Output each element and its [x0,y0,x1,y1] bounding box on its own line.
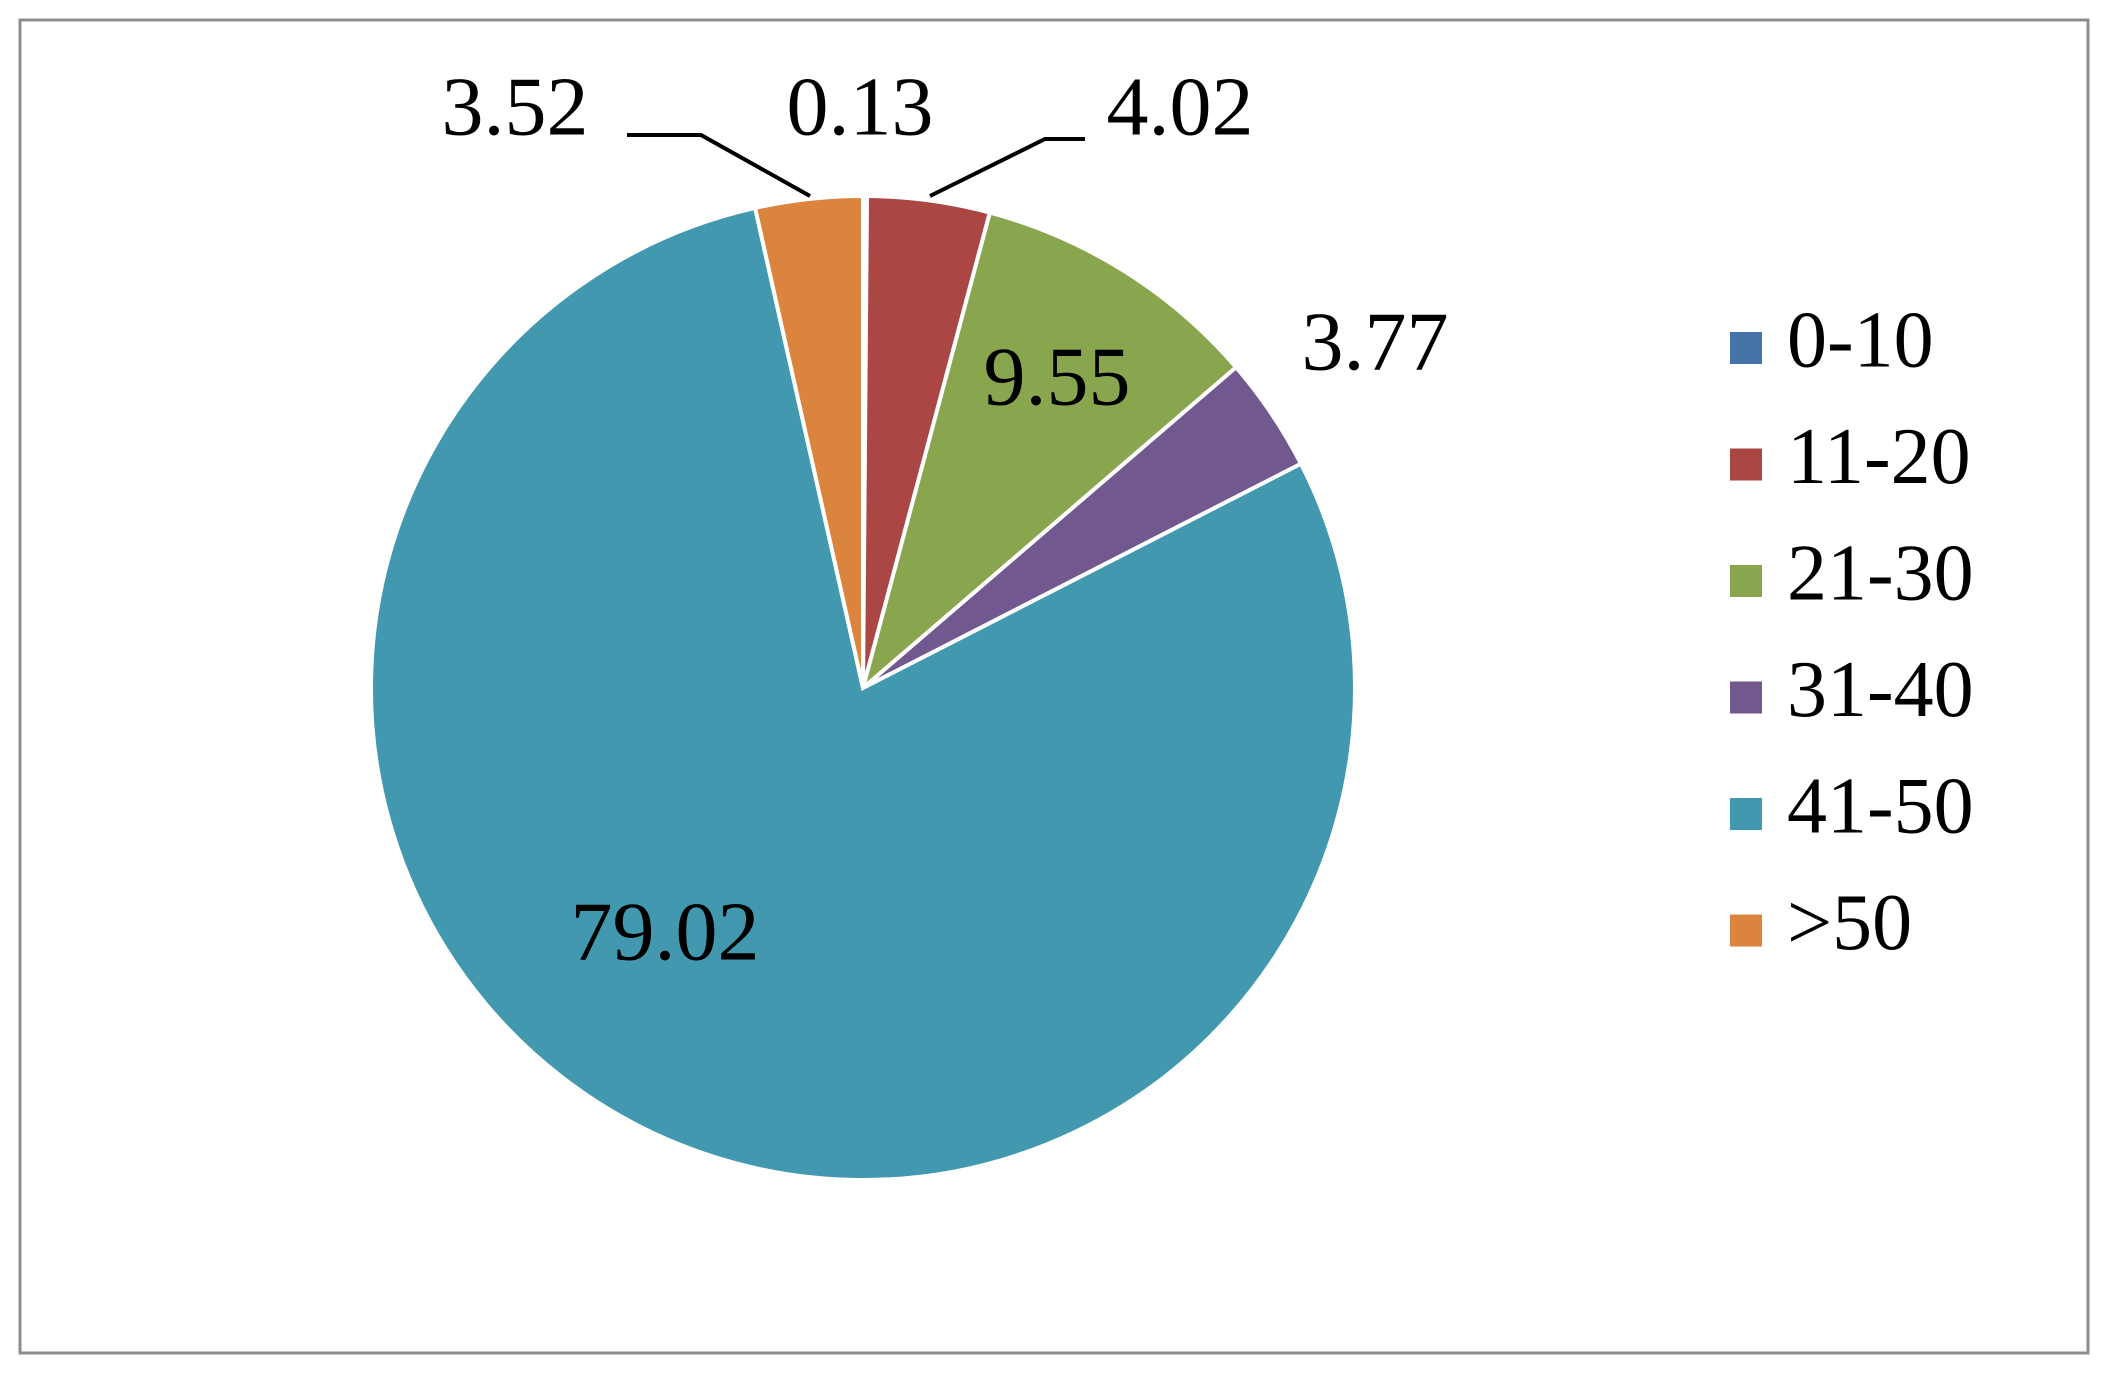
leader-line [929,137,1085,198]
data-label: 9.55 [984,330,1131,423]
legend-label: 0-10 [1787,296,1934,384]
pie [369,193,1357,1182]
data-label: 0.13 [787,60,934,153]
data-labels: 0.13 4.02 9.55 3.77 79.02 3.52 [442,60,1449,978]
data-label: 4.02 [1107,60,1254,153]
pie-slice [859,210,1239,694]
legend: 0-10 11-20 21-30 31-40 41-50 >50 [1730,296,1974,967]
legend-marker [1730,332,1762,364]
legend-marker [1730,798,1762,830]
legend-label: >50 [1787,879,1912,967]
legend-label: 11-20 [1787,413,1971,501]
legend-label: 21-30 [1787,529,1974,617]
data-label: 3.52 [442,60,589,153]
legend-label: 41-50 [1787,762,1974,850]
pie-slice [752,193,865,689]
legend-label: 31-40 [1787,646,1974,734]
leader-line [627,133,811,198]
data-label: 3.77 [1302,295,1449,388]
legend-marker [1730,448,1762,481]
data-label: 79.02 [571,885,760,978]
legend-marker [1730,914,1762,947]
legend-marker [1730,681,1762,714]
legend-marker [1730,565,1762,597]
pie-slice [369,205,1357,1182]
